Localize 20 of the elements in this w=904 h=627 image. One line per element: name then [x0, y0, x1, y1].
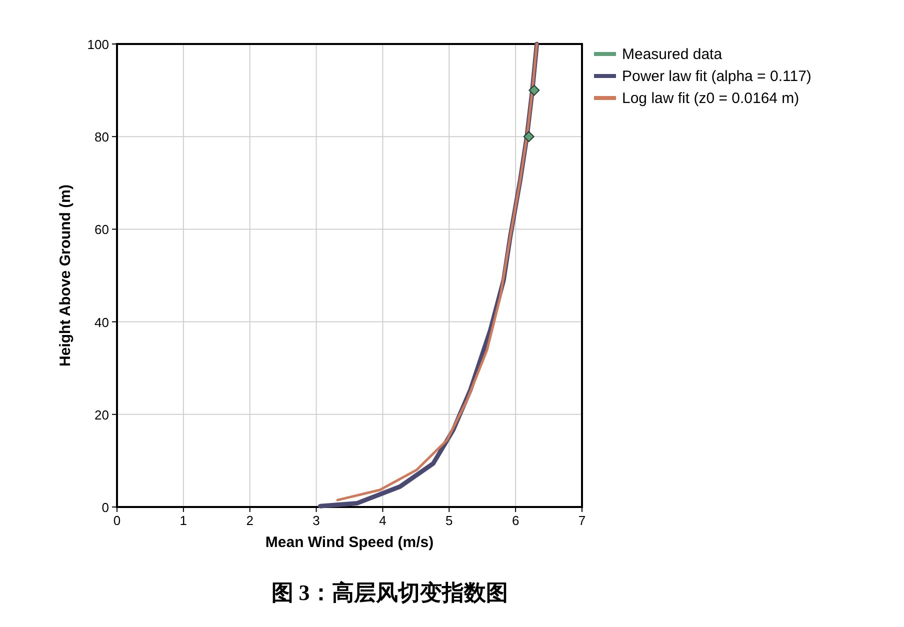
- x-tick-label: 3: [312, 513, 320, 528]
- x-tick-label: 5: [446, 513, 453, 528]
- x-axis-title: Mean Wind Speed (m/s): [265, 534, 434, 551]
- y-tick-label: 80: [94, 130, 109, 145]
- x-tick-label: 6: [512, 513, 520, 528]
- x-tick-label: 2: [246, 513, 254, 528]
- legend-label: Power law fit (alpha = 0.117): [622, 68, 812, 85]
- x-tick-label: 4: [379, 513, 386, 528]
- x-tick-label: 0: [113, 513, 121, 528]
- legend-label: Measured data: [622, 46, 723, 63]
- y-tick-label: 0: [102, 500, 109, 515]
- y-tick-label: 40: [94, 314, 109, 330]
- legend-label: Log law fit (z0 = 0.0164 m): [622, 90, 800, 107]
- caption: 图 3：高层风切变指数图: [271, 580, 508, 605]
- y-tick-label: 100: [87, 37, 109, 52]
- y-tick-label: 60: [94, 222, 109, 238]
- y-tick-label: 20: [94, 407, 109, 422]
- y-axis-title: Height Above Ground (m): [57, 184, 74, 366]
- x-tick-label: 7: [578, 513, 586, 528]
- x-tick-label: 1: [180, 513, 188, 528]
